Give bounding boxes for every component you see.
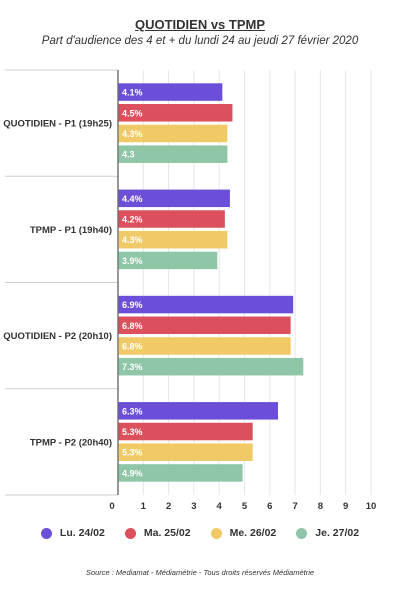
legend-swatch bbox=[296, 527, 308, 539]
bar-value-label: 6.3% bbox=[122, 406, 143, 416]
source-note: Source : Mediamat - Médiamétrie - Tous d… bbox=[85, 568, 315, 577]
x-tick-label: 4 bbox=[217, 501, 223, 512]
bar-value-label: 5.3% bbox=[122, 448, 143, 458]
bar bbox=[118, 422, 253, 441]
x-tick-label: 3 bbox=[191, 501, 196, 512]
legend-label: Je. 27/02 bbox=[315, 527, 360, 539]
bar bbox=[118, 443, 253, 461]
bar bbox=[118, 402, 278, 420]
legend-swatch bbox=[40, 527, 52, 539]
x-tick-label: 7 bbox=[292, 501, 297, 512]
legend-label: Ma. 25/02 bbox=[143, 527, 191, 539]
legend-item: Je. 27/02 bbox=[296, 527, 359, 539]
legend-item: Me. 26/02 bbox=[210, 527, 277, 539]
bar bbox=[118, 104, 233, 122]
bar-value-label: 4.3% bbox=[122, 235, 143, 245]
bar bbox=[118, 316, 291, 335]
chart-legend: Lu. 24/02 Ma. 25/02 Me. 26/02 Je. 27/02 bbox=[0, 527, 400, 539]
x-tick-label: 6 bbox=[267, 501, 272, 512]
category-label: QUOTIDIEN - P2 (20h10) bbox=[3, 331, 112, 342]
bar bbox=[118, 83, 223, 101]
bar-value-label: 4.4% bbox=[122, 194, 143, 204]
legend-swatch bbox=[210, 527, 222, 539]
bar bbox=[118, 210, 225, 228]
legend-swatch bbox=[124, 527, 136, 539]
bar bbox=[118, 124, 228, 143]
x-tick-label: 5 bbox=[242, 501, 248, 512]
bar bbox=[118, 251, 218, 270]
bar bbox=[118, 145, 228, 163]
bar-value-label: 4.3% bbox=[122, 129, 143, 139]
category-label: TPMP - P1 (19h40) bbox=[30, 225, 112, 236]
chart-subtitle: Part d'audience des 4 et + du lundi 24 a… bbox=[41, 35, 359, 47]
bar bbox=[118, 337, 291, 355]
legend-label: Lu. 24/02 bbox=[59, 527, 105, 539]
bar-value-label: 4.9% bbox=[122, 468, 143, 478]
bar bbox=[118, 189, 230, 208]
bar-value-label: 7.3% bbox=[122, 362, 143, 372]
bar bbox=[118, 357, 304, 376]
bar bbox=[118, 464, 243, 482]
x-tick-label: 9 bbox=[343, 501, 348, 512]
bar-value-label: 4.2% bbox=[122, 215, 143, 225]
category-label: TPMP - P2 (20h40) bbox=[30, 437, 112, 448]
bar-value-label: 4.5% bbox=[122, 108, 143, 118]
bar-value-label: 4.1% bbox=[122, 88, 143, 98]
legend-label: Me. 26/02 bbox=[229, 527, 277, 539]
bar-value-label: 6.8% bbox=[122, 341, 143, 351]
bar-value-label: 5.3% bbox=[122, 427, 143, 437]
x-tick-label: 8 bbox=[318, 501, 323, 512]
bar-value-label: 4.3 bbox=[122, 150, 135, 160]
x-tick-label: 0 bbox=[109, 501, 114, 512]
bar-value-label: 6.8% bbox=[122, 321, 143, 331]
x-tick-label: 1 bbox=[141, 501, 147, 512]
x-tick-label: 2 bbox=[166, 501, 171, 512]
category-label: QUOTIDIEN - P1 (19h25) bbox=[3, 119, 112, 130]
bar-value-label: 3.9% bbox=[122, 256, 143, 266]
legend-item: Lu. 24/02 bbox=[40, 527, 105, 539]
bar-value-label: 6.9% bbox=[122, 300, 143, 310]
legend-item: Ma. 25/02 bbox=[124, 527, 191, 539]
chart-title: QUOTIDIEN vs TPMP bbox=[134, 17, 266, 32]
x-tick-label: 10 bbox=[366, 501, 377, 512]
bar bbox=[118, 295, 294, 314]
bar bbox=[118, 230, 228, 249]
